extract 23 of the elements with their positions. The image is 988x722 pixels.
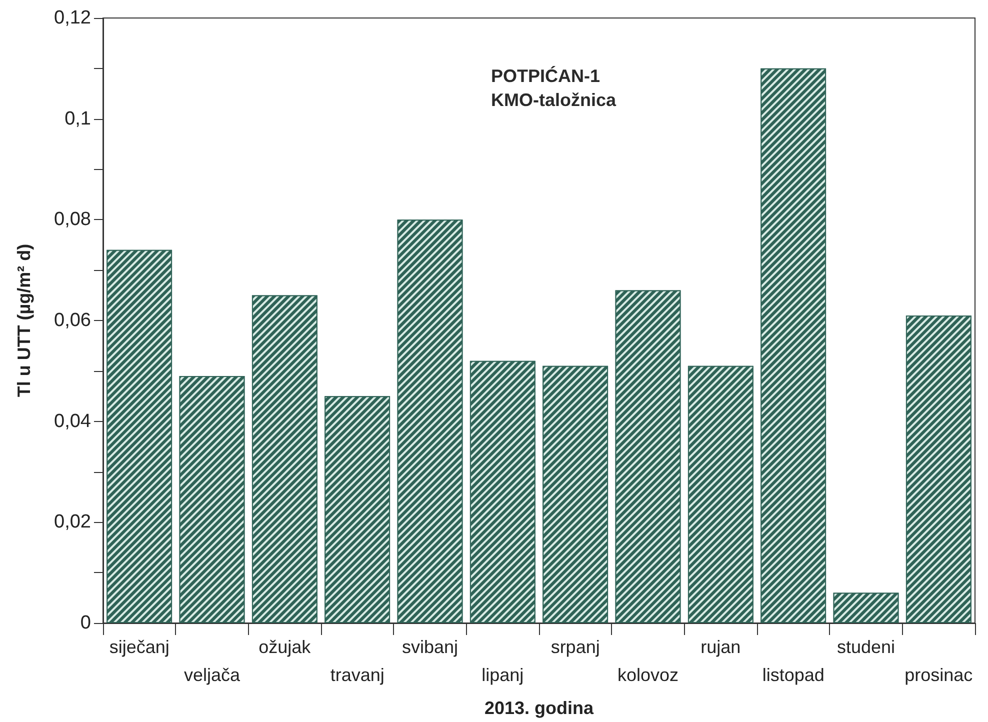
x-axis-title: 2013. godina — [484, 698, 595, 718]
x-tick-label: veljača — [184, 665, 242, 685]
x-tick-label: prosinac — [904, 665, 973, 685]
x-tick-label: kolovoz — [617, 665, 679, 685]
y-tick-label: 0,02 — [54, 512, 91, 533]
text: POTPIĆAN-1 — [491, 66, 600, 86]
x-tick-label: srpanj — [550, 637, 600, 657]
x-tick-label: svibanj — [402, 637, 458, 657]
x-tick-label: ožujak — [258, 637, 312, 657]
y-tick-label: 0,04 — [54, 410, 92, 432]
y-tick-label: 0,08 — [54, 209, 91, 230]
y-tick-label: 0 — [80, 612, 91, 634]
y-tick-label: 0,12 — [54, 8, 91, 28]
y-axis-title: Tl u UTT (µg/m² d) — [14, 244, 34, 398]
x-tick-label: rujan — [700, 637, 741, 657]
y-tick-label: 0,06 — [54, 310, 91, 331]
x-tick-label: listopad — [762, 665, 824, 685]
y-tick-label: 0,1 — [64, 108, 91, 130]
x-tick-label: studeni — [836, 637, 896, 657]
x-tick-label: siječanj — [109, 637, 170, 657]
x-tick-label: lipanj — [482, 665, 524, 685]
text: KMO-taložnica — [491, 90, 617, 110]
x-tick-label: travanj — [330, 665, 384, 685]
